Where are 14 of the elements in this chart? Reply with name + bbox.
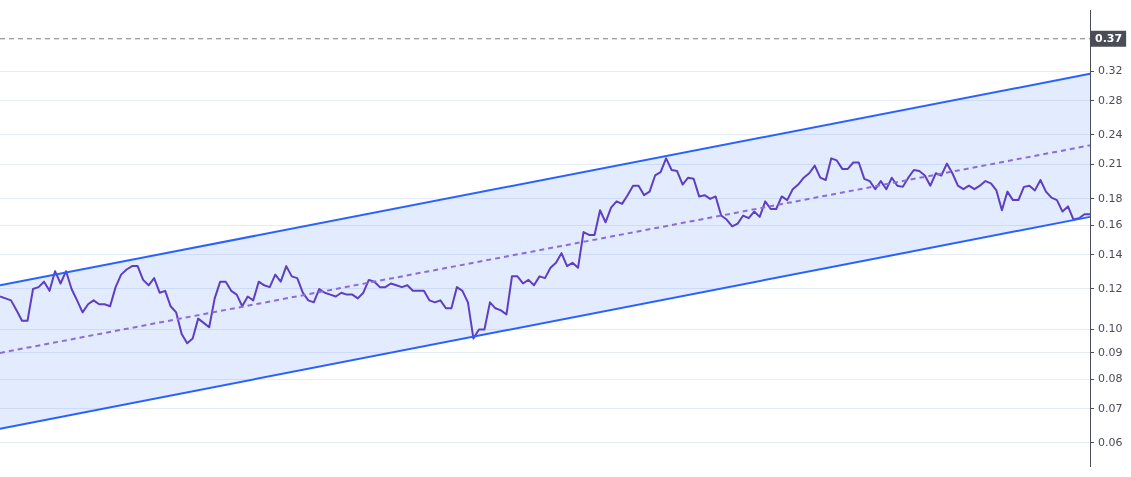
ref-line-label: 0.37 <box>1095 31 1123 45</box>
y-tick-label: 0.18 <box>1098 191 1123 205</box>
y-tick-label: 0.07 <box>1098 401 1123 415</box>
y-tick-label: 0.16 <box>1098 217 1123 231</box>
y-tick-label: 0.28 <box>1098 93 1123 107</box>
y-tick-label: 0.09 <box>1098 345 1123 359</box>
y-tick-label: 0.21 <box>1098 157 1123 171</box>
y-tick-label: 0.12 <box>1098 281 1123 295</box>
y-tick-label: 0.10 <box>1098 322 1123 336</box>
y-tick-label: 0.06 <box>1098 435 1123 449</box>
y-tick-label: 0.14 <box>1098 247 1123 261</box>
y-tick-label: 0.32 <box>1098 63 1123 77</box>
y-tick-label: 0.24 <box>1098 127 1123 141</box>
y-tick-label: 0.08 <box>1098 371 1123 385</box>
